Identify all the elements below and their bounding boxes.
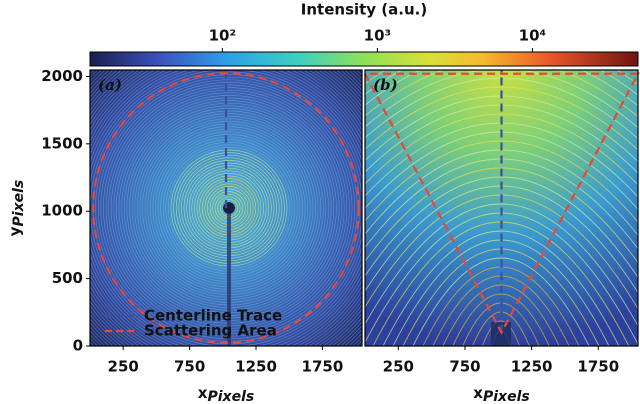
arc	[482, 320, 520, 346]
x-axis-label: xPixels	[473, 384, 529, 404]
x-axis-label-main: x	[473, 384, 483, 402]
colorbar-tick-label: 10³	[364, 27, 391, 45]
y-tick-label: 1500	[41, 134, 83, 152]
x-tick-label: 1750	[302, 358, 344, 376]
ring-texture	[90, 70, 362, 346]
arc	[365, 176, 638, 279]
x-axis-label-sub: Pixels	[483, 389, 530, 404]
x-tick-label: 750	[174, 358, 205, 376]
beam-stop	[223, 202, 235, 214]
arc	[452, 293, 550, 346]
arc	[365, 113, 638, 186]
x-axis-label-sub: Pixels	[207, 389, 254, 404]
x-tick-label: 250	[383, 358, 414, 376]
y-axis-label-sub: Pixels	[11, 180, 27, 227]
overlays	[92, 70, 640, 344]
scattering-circle	[92, 72, 360, 344]
arc	[442, 284, 560, 346]
y-tick-label: 500	[52, 269, 83, 287]
x-tick-label: 1250	[511, 358, 553, 376]
beam-shadow	[491, 322, 511, 346]
colorbar-title: Intensity (a.u.)	[301, 1, 427, 19]
arc	[365, 86, 638, 151]
colorbar-tick-label: 10⁴	[519, 27, 546, 45]
arc	[365, 203, 638, 327]
legend-label: Centerline Trace	[144, 307, 282, 325]
y-tick-label: 2000	[41, 67, 83, 85]
legend-label: Scattering Area	[144, 322, 277, 340]
x-tick-label: 1250	[235, 358, 277, 376]
panel-frame	[364, 69, 639, 347]
y-axis-label: yPixels	[6, 180, 28, 237]
arc	[382, 230, 620, 346]
arc	[365, 140, 638, 223]
y-tick-label: 0	[73, 337, 83, 355]
panel-frame	[89, 69, 363, 347]
arc	[412, 257, 590, 346]
x-axis-label: xPixels	[198, 384, 254, 404]
x-tick-label: 750	[449, 358, 480, 376]
panel-label: (b)	[373, 76, 398, 94]
y-tick-label: 1000	[41, 202, 83, 220]
x-tick-label: 250	[108, 358, 139, 376]
beam-stop-arm	[227, 214, 231, 346]
x-tick-label: 1750	[577, 358, 619, 376]
panel-label: (a)	[98, 76, 122, 94]
colorbar-tick-label: 10²	[209, 27, 236, 45]
x-axis-label-main: x	[198, 384, 208, 402]
colorbar	[89, 51, 639, 67]
overlay-line	[364, 72, 640, 335]
y-axis-label-main: y	[6, 226, 24, 236]
